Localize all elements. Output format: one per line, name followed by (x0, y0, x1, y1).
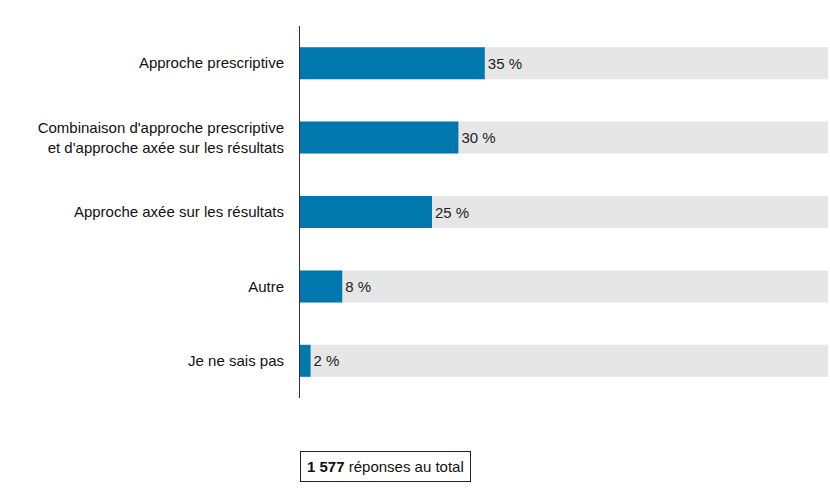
svg-text:2 %: 2 % (314, 352, 340, 369)
svg-text:8 %: 8 % (345, 278, 371, 295)
svg-text:30 %: 30 % (461, 129, 495, 146)
svg-text:Combinaison d'approche prescri: Combinaison d'approche prescriptiveet d'… (38, 119, 284, 156)
svg-text:1 577 réponses au total: 1 577 réponses au total (307, 458, 464, 475)
svg-text:25 %: 25 % (435, 204, 469, 221)
svg-text:Approche axée sur les résultat: Approche axée sur les résultats (74, 203, 284, 220)
svg-text:35 %: 35 % (488, 55, 522, 72)
svg-text:Je ne sais pas: Je ne sais pas (188, 352, 284, 369)
svg-text:Approche prescriptive: Approche prescriptive (139, 54, 284, 71)
svg-text:Autre: Autre (248, 278, 284, 295)
